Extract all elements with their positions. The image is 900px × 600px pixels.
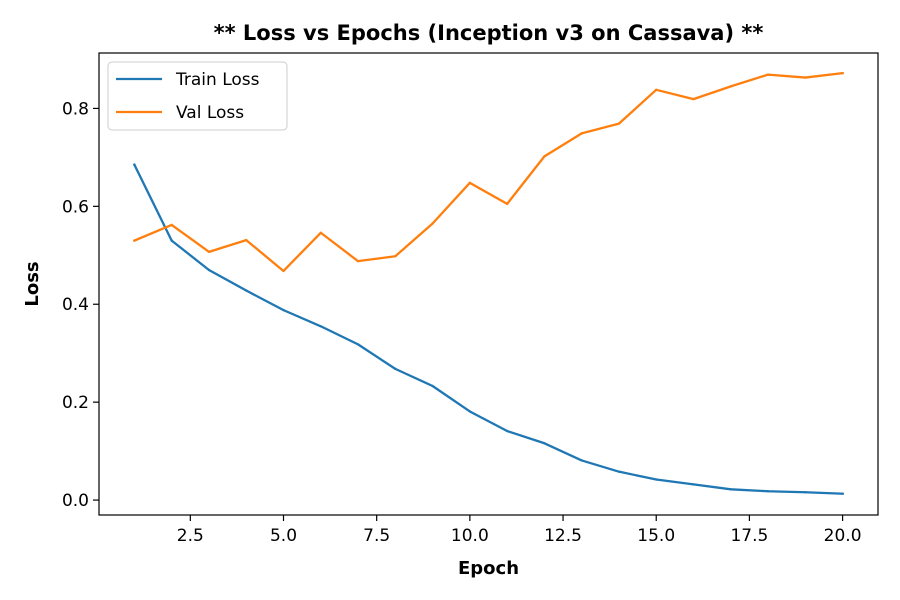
x-tick-label: 10.0 bbox=[451, 526, 489, 546]
train-loss-point bbox=[468, 410, 472, 413]
y-axis-label: Loss bbox=[22, 261, 43, 306]
val-loss-point bbox=[580, 132, 583, 135]
plot-frame bbox=[98, 52, 879, 516]
train-loss-point bbox=[356, 343, 360, 346]
train-loss-point bbox=[170, 239, 173, 242]
x-tick-label: 12.5 bbox=[544, 526, 582, 546]
train-loss-line bbox=[132, 163, 844, 495]
val-loss-point bbox=[729, 85, 732, 88]
train-loss-point bbox=[729, 488, 732, 491]
train-loss-point bbox=[766, 490, 770, 493]
x-tick-label: 7.5 bbox=[363, 526, 390, 546]
series-layer bbox=[132, 71, 844, 495]
train-loss-legend-label: Train Loss bbox=[175, 70, 260, 90]
val-loss-point bbox=[245, 238, 248, 242]
legend: Train Loss Val Loss bbox=[107, 61, 288, 131]
val-loss-point bbox=[319, 231, 322, 234]
x-axis-label: Epoch bbox=[458, 558, 519, 579]
val-loss-point bbox=[170, 223, 173, 227]
legend-items: Train Loss Val Loss bbox=[116, 70, 260, 123]
val-loss-point bbox=[133, 239, 136, 242]
y-tick-label: 0.2 bbox=[62, 393, 89, 413]
x-tick-label: 2.5 bbox=[177, 526, 204, 546]
y-tick-label: 0.8 bbox=[62, 99, 89, 119]
train-loss-point bbox=[617, 470, 621, 473]
plot-area bbox=[98, 52, 879, 516]
train-loss-point bbox=[841, 492, 844, 495]
val-loss-line bbox=[132, 71, 844, 273]
train-loss-point bbox=[207, 268, 211, 272]
train-loss-point bbox=[133, 163, 136, 166]
y-tick-label: 0.0 bbox=[62, 491, 89, 511]
val-loss-point bbox=[505, 202, 509, 206]
train-loss-point bbox=[319, 325, 322, 328]
train-loss-point bbox=[543, 442, 546, 445]
val-loss-point bbox=[431, 222, 434, 225]
y-tick-label: 0.4 bbox=[62, 295, 89, 315]
train-loss-point bbox=[245, 289, 248, 292]
y-tick-label: 0.6 bbox=[62, 197, 89, 217]
train-loss-point bbox=[692, 483, 695, 486]
x-tick-label: 17.5 bbox=[730, 526, 768, 546]
val-loss-point bbox=[617, 122, 621, 125]
x-tick-label: 15.0 bbox=[637, 526, 675, 546]
val-loss-point bbox=[692, 97, 695, 101]
train-loss-point bbox=[804, 491, 807, 494]
x-tick-label: 5.0 bbox=[270, 526, 297, 546]
train-loss-point bbox=[394, 367, 397, 371]
train-loss-point bbox=[655, 478, 658, 481]
chart-title: ** Loss vs Epochs (Inception v3 on Cassa… bbox=[214, 21, 764, 45]
x-axis-ticks: 2.5 5.0 7.5 10.0 12.5 15.0 17.5 20.0 bbox=[177, 515, 862, 546]
y-axis-ticks: 0.0 0.2 0.4 0.6 0.8 bbox=[62, 99, 99, 511]
val-loss-legend-label: Val Loss bbox=[176, 103, 244, 123]
train-loss-point bbox=[282, 308, 285, 312]
val-loss-point bbox=[841, 71, 844, 75]
val-loss-point bbox=[804, 76, 807, 79]
train-loss-point bbox=[505, 429, 509, 433]
train-loss-point bbox=[580, 459, 583, 462]
val-loss-point bbox=[356, 259, 360, 263]
val-loss-point bbox=[468, 181, 472, 185]
val-loss-point bbox=[394, 255, 397, 258]
val-loss-point bbox=[766, 73, 770, 76]
val-loss-point bbox=[207, 250, 211, 254]
val-loss-point bbox=[543, 155, 546, 158]
x-tick-label: 20.0 bbox=[824, 526, 862, 546]
train-loss-point bbox=[431, 384, 434, 388]
val-loss-point bbox=[655, 88, 658, 92]
val-loss-point bbox=[282, 269, 285, 273]
